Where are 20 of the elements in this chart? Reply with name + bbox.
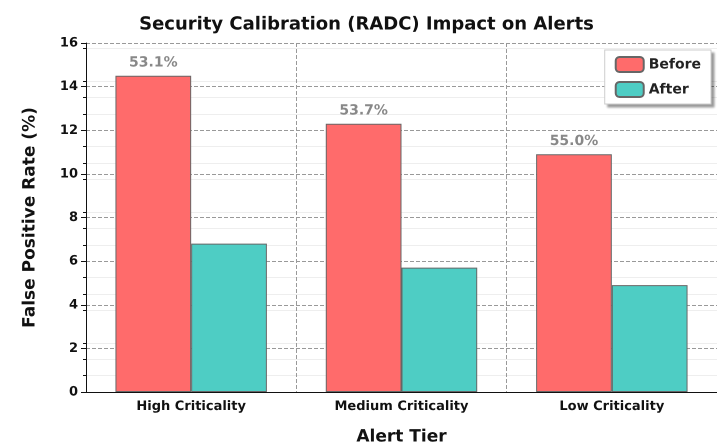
- x-axis-title: Alert Tier: [356, 426, 448, 442]
- y-tick-label: 14: [60, 79, 78, 94]
- x-tick-label: High Criticality: [136, 399, 246, 414]
- annotation: 53.7%: [339, 102, 388, 119]
- y-tick-label: 10: [60, 166, 78, 182]
- y-tick-label: 0: [68, 384, 78, 400]
- y-tick-label: 4: [68, 297, 78, 312]
- x-tick-label: Medium Criticality: [334, 399, 470, 414]
- y-tick-label: 12: [60, 122, 78, 138]
- y-axis-title: False Positive Rate (%): [20, 107, 40, 328]
- legend-label: Before: [648, 56, 702, 72]
- annotation: 53.1%: [129, 54, 178, 71]
- y-tick-label: 6: [68, 254, 78, 269]
- y-tick-label: 2: [68, 340, 78, 356]
- annotation: 55.0%: [550, 133, 598, 150]
- y-tick-label: 16: [60, 36, 78, 50]
- legend-label: After: [648, 82, 689, 98]
- y-tick-label: 8: [68, 210, 78, 225]
- chart-title: Security Calibration (RADC) Impact on Alerts: [139, 14, 594, 34]
- x-tick-label: Low Criticality: [559, 399, 665, 414]
